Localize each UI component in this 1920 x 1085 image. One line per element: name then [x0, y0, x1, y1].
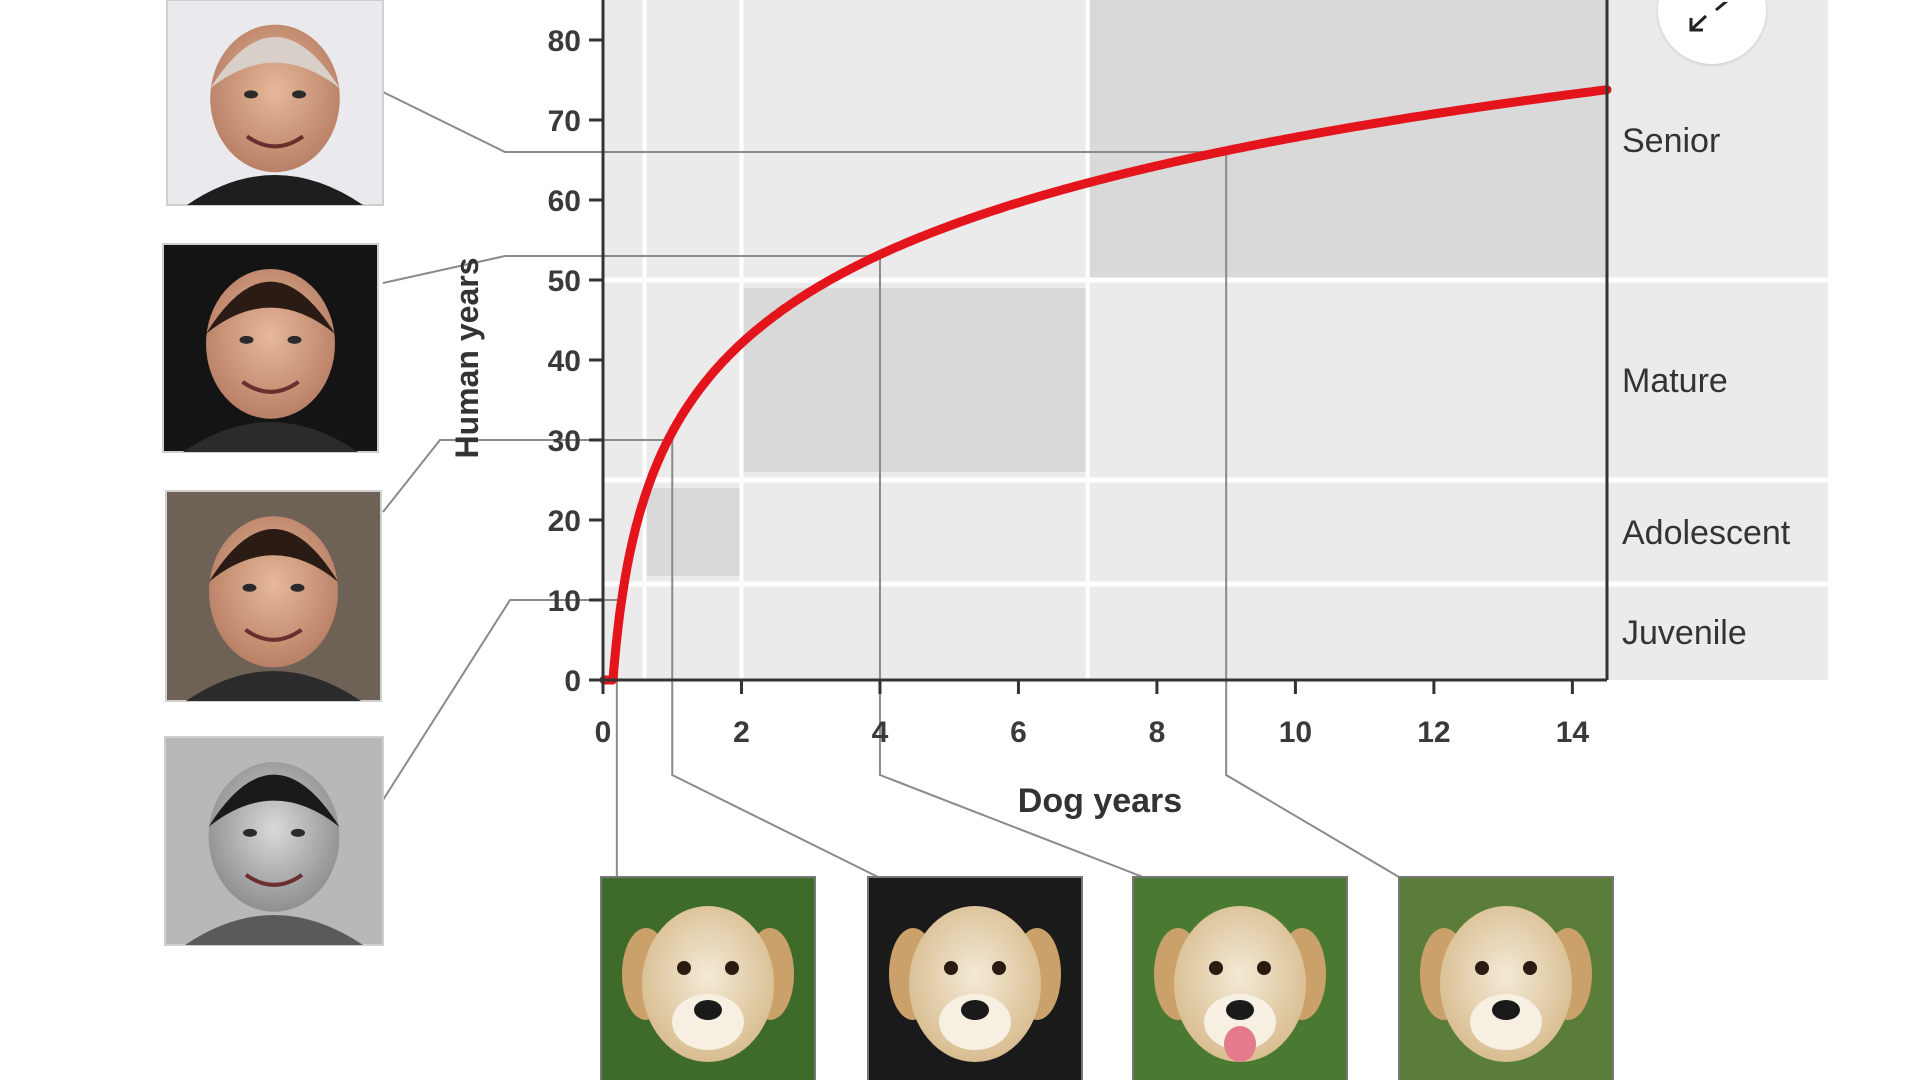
eye: [1475, 961, 1489, 975]
dog-photo-young: [867, 876, 1083, 1085]
y-tick-label: 30: [548, 425, 581, 458]
human-photo-mature: [162, 243, 379, 453]
x-tick-label: 12: [1417, 716, 1450, 749]
y-tick-label: 10: [548, 585, 581, 618]
x-tick-label: 0: [595, 716, 612, 749]
shoulders: [186, 671, 361, 701]
x-tick-label: 6: [1010, 716, 1027, 749]
stage-band-juvenile: [1607, 584, 1828, 680]
tongue: [1224, 1026, 1256, 1062]
y-tick-label: 20: [548, 505, 581, 538]
stage-label-senior: Senior: [1622, 122, 1720, 160]
eye: [292, 90, 306, 99]
stage-band-adolescent: [1607, 480, 1828, 584]
x-tick-label: 8: [1149, 716, 1166, 749]
human-photo-child: [164, 736, 384, 946]
connector-human-4: [382, 599, 622, 801]
hair: [209, 529, 338, 582]
y-tick-label: 40: [548, 345, 581, 378]
expand-arrows-icon: [1689, 2, 1729, 32]
highlight-region-2: [741, 288, 1088, 472]
nose: [1226, 1000, 1254, 1020]
stage-label-mature: Mature: [1622, 362, 1728, 400]
eye: [725, 961, 739, 975]
y-tick-label: 0: [564, 665, 581, 698]
hair: [208, 774, 340, 827]
stage-label-juvenile: Juvenile: [1622, 614, 1747, 652]
eye: [244, 90, 258, 99]
snout: [939, 994, 1011, 1050]
eye: [1523, 961, 1537, 975]
y-tick-label: 70: [548, 105, 581, 138]
x-tick-label: 10: [1279, 716, 1312, 749]
eye: [944, 961, 958, 975]
mouth: [244, 628, 303, 642]
connector-dog-4: [1225, 150, 1400, 878]
connector-human-2: [382, 255, 877, 284]
stage-band-mature: [1607, 280, 1828, 480]
shoulders: [185, 915, 363, 945]
eye: [287, 335, 302, 344]
nose: [694, 1000, 722, 1020]
y-axis-title: Human years: [449, 258, 485, 459]
snout: [672, 994, 744, 1050]
mouth: [245, 134, 305, 149]
eye: [242, 583, 257, 592]
shoulders: [187, 175, 363, 205]
eye: [239, 335, 254, 344]
snout: [1470, 994, 1542, 1050]
eye: [243, 828, 257, 837]
series-line: [599, 85, 1612, 685]
connector-dog-3: [878, 254, 1144, 878]
eye: [1257, 961, 1271, 975]
eye: [1209, 961, 1223, 975]
nose: [1492, 1000, 1520, 1020]
snout: [1204, 994, 1276, 1050]
x-tick-label: 4: [872, 716, 889, 749]
connector-human-1: [382, 91, 1221, 153]
x-axis-title: Dog years: [1018, 782, 1182, 820]
y-tick-label: 60: [548, 185, 581, 218]
hair: [206, 281, 335, 334]
stage-label-adolescent: Adolescent: [1622, 514, 1791, 552]
highlight-region-3: [1087, 0, 1607, 280]
human-photo-young-adult: [165, 490, 382, 702]
eye: [290, 583, 305, 592]
dog-photo-puppy: [600, 876, 816, 1085]
eye: [992, 961, 1006, 975]
dog-photo-senior: [1398, 876, 1614, 1085]
eye: [291, 828, 305, 837]
y-tick-label: 80: [548, 25, 581, 58]
eye: [677, 961, 691, 975]
human-photo-senior: [166, 0, 384, 206]
mouth: [244, 873, 304, 887]
y-tick-label: 50: [548, 265, 581, 298]
x-tick-label: 14: [1556, 716, 1590, 749]
dog-photo-adult: [1132, 876, 1348, 1085]
shoulders: [183, 422, 358, 452]
mouth: [241, 380, 300, 394]
connector-dog-2: [671, 432, 879, 878]
nose: [961, 1000, 989, 1020]
x-tick-label: 2: [733, 716, 750, 749]
highlight-region-1: [644, 488, 742, 576]
hair: [210, 37, 340, 89]
